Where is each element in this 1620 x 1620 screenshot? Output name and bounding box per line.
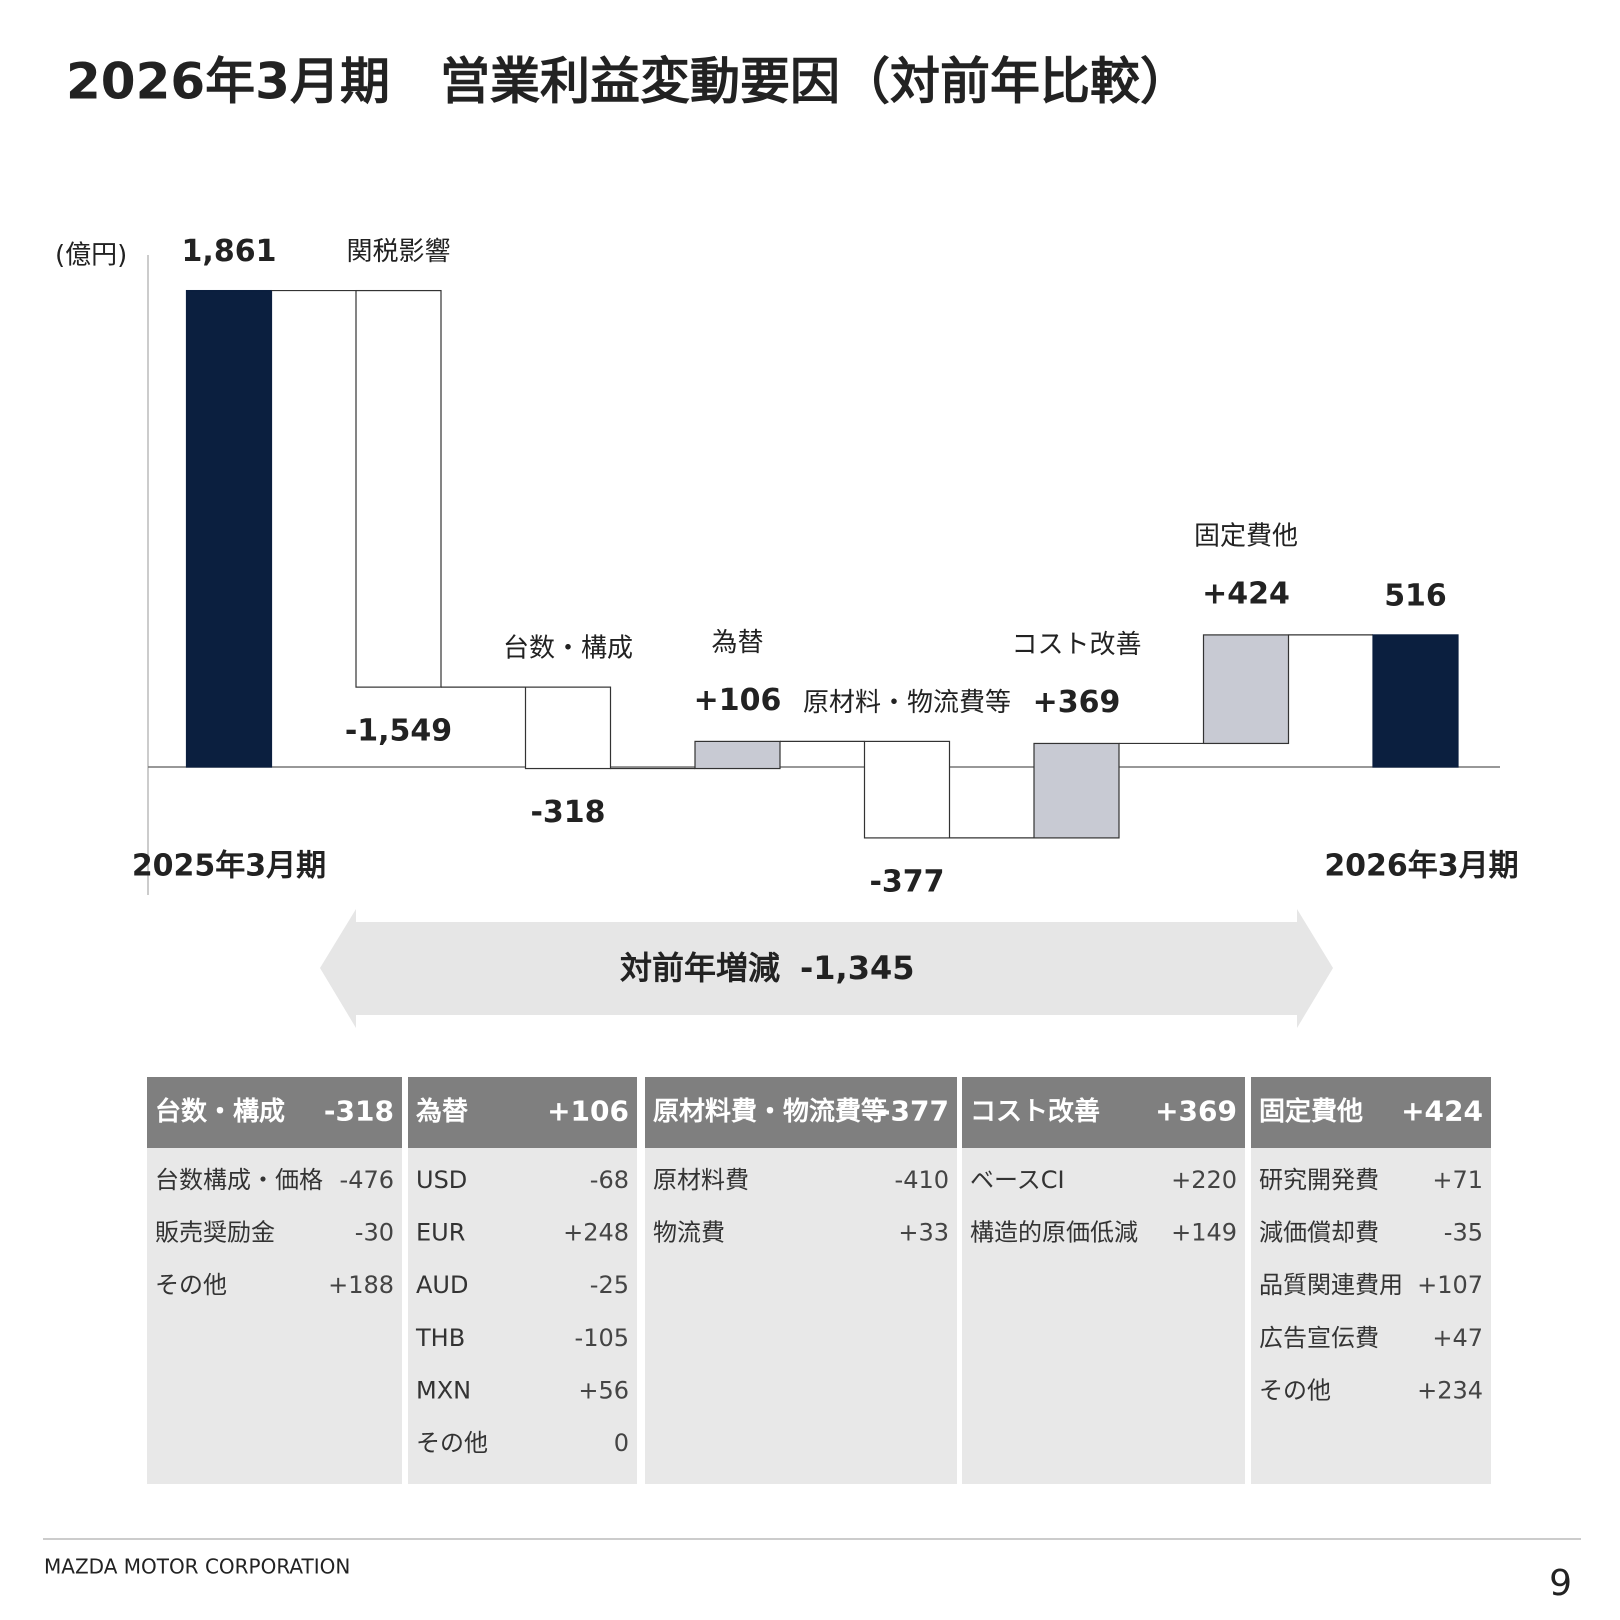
value-label: -377 [869,864,944,899]
row-value: +56 [578,1376,629,1404]
category-label: 台数・構成 [503,634,633,664]
delta-label: 対前年増減 [620,949,780,987]
table-header [408,1077,637,1148]
row-value: +188 [328,1271,394,1299]
row-label: その他 [416,1429,488,1457]
header-title: 為替 [416,1097,468,1127]
bar [185,289,273,768]
row-label: ベースCI [970,1166,1065,1194]
category-label: コスト改善 [1011,630,1141,660]
row-label: 物流費 [653,1219,725,1247]
row-value: +220 [1171,1166,1237,1194]
header-title: 固定費他 [1259,1096,1363,1127]
row-value: +248 [563,1219,629,1247]
row-label: 販売奨励金 [155,1219,275,1247]
table-header [147,1077,402,1148]
row-label: その他 [155,1271,227,1299]
category-label: 固定費他 [1194,521,1298,551]
header-title: 台数・構成 [155,1096,285,1127]
value-label: +424 [1202,576,1290,611]
row-value: -410 [895,1166,949,1194]
row-value: -68 [590,1166,629,1194]
value-label: +106 [694,683,782,718]
slide-title: 2026年3月期 営業利益変動要因（対前年比較） [66,53,1190,111]
category-label: 2026年3月期 [1324,849,1518,884]
row-value: 0 [614,1429,629,1457]
value-label: 516 [1384,578,1447,613]
footer-company: MAZDA MOTOR CORPORATION [44,1555,350,1579]
row-value: +71 [1432,1166,1483,1194]
row-value: +33 [898,1219,949,1247]
row-label: その他 [1259,1376,1331,1404]
row-label: 原材料費 [653,1166,749,1194]
row-value: -25 [590,1271,629,1299]
row-value: -476 [340,1166,394,1194]
row-label: AUD [416,1271,468,1299]
row-label: MXN [416,1376,471,1404]
category-label: 関税影響 [346,237,450,267]
header-total: -318 [324,1095,394,1128]
row-value: +107 [1417,1271,1483,1299]
row-value: -35 [1444,1219,1483,1247]
row-value: -105 [575,1324,629,1352]
row-value: +149 [1171,1219,1237,1247]
row-label: 構造的原価低減 [970,1219,1138,1247]
table-column [962,1148,1245,1484]
row-label: 台数構成・価格 [155,1166,323,1194]
category-label: 為替 [711,628,763,658]
value-label: +369 [1033,685,1121,720]
table-column [147,1148,402,1484]
delta-arrow [320,909,1333,1028]
bar [524,686,612,770]
table-header [962,1077,1245,1148]
value-label: 1,861 [182,234,277,269]
row-label: 広告宣伝費 [1259,1324,1379,1352]
table-column [1251,1148,1491,1484]
bar [1033,742,1120,839]
table-column [645,1148,957,1484]
row-label: EUR [416,1219,465,1247]
category-label: 原材料・物流費等 [803,688,1011,718]
delta-value: -1,345 [800,949,915,987]
table-header [645,1077,957,1148]
value-label: -318 [530,795,605,830]
row-value: +47 [1432,1324,1483,1352]
row-label: 研究開発費 [1259,1166,1379,1194]
table-column [408,1148,637,1484]
header-title: コスト改善 [970,1096,1100,1127]
bar [1202,634,1290,745]
bar [355,289,442,688]
header-total: -377 [879,1095,949,1128]
category-label: 2025年3月期 [132,849,326,884]
header-total: +424 [1401,1095,1483,1128]
row-label: USD [416,1166,467,1194]
header-total: +369 [1155,1095,1237,1128]
table-header [1251,1077,1491,1148]
bar [1372,634,1459,768]
page-number: 9 [1549,1563,1572,1604]
row-value: -30 [355,1219,394,1247]
value-label: -1,549 [345,714,452,749]
bar [863,740,951,839]
row-label: THB [415,1324,465,1352]
unit-label: (億円) [55,241,127,271]
bar [694,740,781,770]
header-total: +106 [547,1095,629,1128]
row-value: +234 [1417,1376,1483,1404]
row-label: 減価償却費 [1259,1219,1379,1247]
header-title: 原材料費・物流費等 [653,1096,887,1127]
row-label: 品質関連費用 [1259,1271,1403,1299]
